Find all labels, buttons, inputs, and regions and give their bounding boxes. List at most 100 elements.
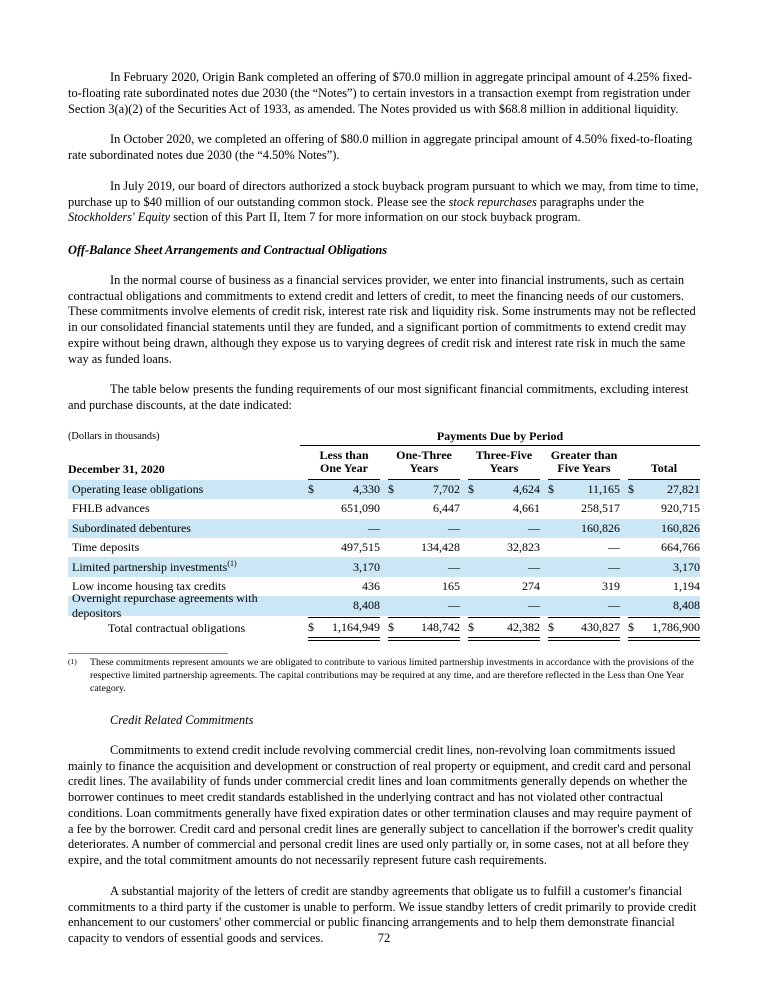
table-cell: $1,164,949 [308, 616, 380, 641]
table-cell: 1,194 [628, 579, 700, 594]
row-label: Operating lease obligations [72, 481, 204, 496]
cell-value: — [608, 540, 620, 555]
dollar-sign: $ [628, 619, 634, 634]
row-label: Low income housing tax credits [72, 578, 226, 593]
table-cell: — [548, 598, 620, 613]
contractual-obligations-table: (Dollars in thousands) December 31, 2020… [68, 429, 700, 641]
paragraph-commitments-to-extend: Commitments to extend credit include rev… [68, 742, 694, 868]
cell-value: 497,515 [341, 540, 380, 555]
row-values: 3,170 — — — 3,170 [300, 560, 700, 575]
table-cell: 6,447 [388, 501, 460, 516]
cell-value: 8,408 [673, 598, 700, 613]
table-row: Limited partnership investments(1) 3,170 —… [68, 557, 700, 577]
row-label: FHLB advances [72, 501, 150, 516]
stock-repurchases-italic: stock repurchases [448, 194, 537, 209]
footnote-1-marker: (1) [68, 656, 77, 666]
cell-value: 1,194 [673, 578, 700, 593]
dollar-sign: $ [388, 619, 394, 634]
table-cell: 4,661 [468, 501, 540, 516]
table-cell: $7,702 [388, 482, 460, 497]
cell-value: 148,742 [421, 619, 460, 634]
table-header-right: Payments Due by Period Less than One Yea… [300, 429, 700, 480]
paragraph-feb-2020-offering: In February 2020, Origin Bank completed … [68, 70, 692, 116]
table-cell: — [308, 521, 380, 536]
row-values: 436 165 274 319 1,194 [300, 579, 700, 594]
row-label: Time deposits [72, 540, 140, 555]
cell-value: 3,170 [353, 559, 380, 574]
table-total-row-container: Total contractual obligations $1,164,949 $… [68, 616, 700, 641]
table-cell: 651,090 [308, 501, 380, 516]
footnote-reference: (1) [227, 558, 237, 568]
dollar-sign: $ [468, 619, 474, 634]
paragraph-normal-course: In the normal course of business as a fi… [68, 272, 696, 366]
footnote-rule [68, 652, 228, 654]
row-values: 651,090 6,447 4,661 258,517 920,715 [300, 501, 700, 516]
cell-value: — [608, 559, 620, 574]
table-cell: 436 [308, 579, 380, 594]
table-cell: 920,715 [628, 501, 700, 516]
table-cell: $430,827 [548, 616, 620, 641]
dollar-sign: $ [308, 481, 314, 496]
table-row: Low income housing tax credits 436 165 274 3… [68, 577, 700, 596]
table-cell: $1,786,900 [628, 616, 700, 641]
table-cell: 319 [548, 579, 620, 594]
table-column-header: Three-Five Years [468, 448, 540, 480]
table-row: Overnight repurchase agreements with dep… [68, 591, 700, 620]
row-values: 8,408 — — — 8,408 [300, 598, 700, 613]
table-cell: — [388, 521, 460, 536]
paragraph-stock-buyback: In July 2019, our board of directors aut… [68, 179, 700, 226]
stockholders-equity-italic: Stockholders' Equity [68, 210, 171, 225]
paragraph-table-intro: The table below presents the funding req… [68, 382, 689, 412]
cell-value: 160,826 [661, 520, 700, 535]
table-cell: 258,517 [548, 501, 620, 516]
cell-value: 7,702 [433, 481, 460, 496]
cell-value: 8,408 [353, 598, 380, 613]
table-cell: 8,408 [628, 598, 700, 613]
dollar-sign: $ [548, 619, 554, 634]
cell-value: 274 [522, 578, 540, 593]
cell-value: 436 [362, 578, 380, 593]
cell-value: 319 [602, 578, 620, 593]
table-cell: 497,515 [308, 540, 380, 555]
table-row: Time deposits 497,515 134,428 32,823 — 664,76… [68, 538, 700, 557]
row-values: 497,515 134,428 32,823 — 664,766 [300, 540, 700, 555]
table-cell: 3,170 [628, 560, 700, 575]
paragraph-letters-of-credit: A substantial majority of the letters of… [68, 883, 697, 946]
cell-value: 430,827 [581, 619, 620, 634]
table-body: Operating lease obligations $4,330 $7,702 $… [68, 479, 700, 620]
paragraph-stock-buyback-text-1: In July 2019, our board of directors aut… [68, 178, 699, 209]
dollar-sign: $ [548, 481, 554, 496]
table-cell: 3,170 [308, 560, 380, 575]
table-row: Subordinated debentures — — — 160,826 160,826 [68, 518, 700, 539]
table-cell: 134,428 [388, 540, 460, 555]
cell-value: 4,330 [353, 481, 380, 496]
table-column-header: Greater than Five Years [548, 448, 620, 480]
table-cell: $27,821 [628, 482, 700, 497]
total-row-label: Total contractual obligations [108, 621, 246, 636]
cell-value: 664,766 [661, 540, 700, 555]
cell-value: 165 [442, 578, 460, 593]
table-cell: — [388, 560, 460, 575]
table-total-row: Total contractual obligations $1,164,949 $… [68, 616, 700, 641]
cell-value: — [608, 598, 620, 613]
table-cell: — [548, 560, 620, 575]
table-cell: — [468, 521, 540, 536]
table-row: FHLB advances 651,090 6,447 4,661 258,517 920… [68, 499, 700, 518]
cell-value: — [448, 559, 460, 574]
table-column-headers: Less than One Year One-Three Years Three-F… [300, 448, 700, 480]
payments-due-by-period-header: Payments Due by Period [300, 429, 700, 446]
cell-value: 4,624 [513, 481, 540, 496]
subheading-credit-related-commitments: Credit Related Commitments [110, 713, 254, 728]
cell-value: 134,428 [421, 540, 460, 555]
page-number: 72 [377, 931, 391, 946]
cell-value: — [528, 559, 540, 574]
cell-value: 160,826 [581, 520, 620, 535]
table-cell: $42,382 [468, 616, 540, 641]
table-column-header: Total [628, 449, 700, 480]
table-cell: 160,826 [548, 521, 620, 536]
table-cell: 160,826 [628, 521, 700, 536]
table-cell: — [468, 560, 540, 575]
cell-value: 258,517 [581, 501, 620, 516]
row-label: Limited partnership investments(1) [72, 558, 237, 574]
table-cell: $4,624 [468, 482, 540, 497]
